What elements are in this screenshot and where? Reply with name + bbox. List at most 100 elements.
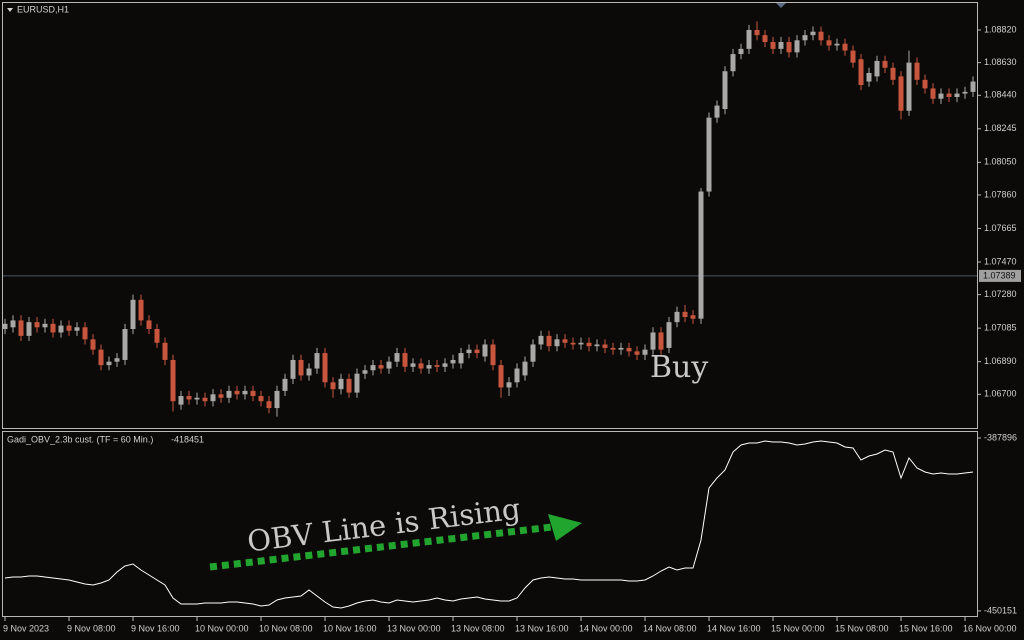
candle-body (946, 93, 952, 98)
candle-body (586, 342, 592, 347)
candle-body (434, 365, 440, 367)
candle-body (466, 349, 472, 354)
price-panel-frame (2, 2, 978, 429)
candle-body (834, 43, 840, 46)
candle-body (458, 353, 464, 364)
indicator-title: Gadi_OBV_2.3b cust. (TF = 60 Min.) (7, 434, 153, 444)
candle-body (66, 325, 72, 331)
period-marker (776, 3, 786, 8)
candle-body (722, 71, 728, 110)
y-tick-label: 1.06890 (984, 356, 1017, 366)
candle-body (970, 81, 976, 92)
candle-body (938, 93, 944, 99)
candle-body (786, 42, 792, 53)
candle-body (330, 382, 336, 390)
candle-body (378, 365, 384, 369)
candle-body (682, 311, 688, 317)
y-tick-label: 1.08630 (984, 57, 1017, 67)
obv-line (4, 440, 974, 609)
candle-body (514, 368, 520, 383)
candle-body (706, 117, 712, 192)
candle-body (522, 361, 528, 376)
candle-body (530, 344, 536, 362)
candle-body (218, 394, 224, 398)
candle-body (666, 322, 672, 348)
candle-body (370, 365, 376, 371)
candle-body (322, 353, 328, 383)
rising-arrow-head (548, 514, 582, 541)
candle-body (794, 40, 800, 53)
candle-body (882, 60, 888, 68)
y-tick-label: 1.07085 (984, 323, 1017, 333)
candle-body (746, 29, 752, 49)
candle-body (690, 315, 696, 319)
candle-body (290, 359, 296, 379)
candle-body (674, 311, 680, 323)
candle-body (282, 378, 288, 391)
y-tick-label: 1.08050 (984, 157, 1017, 167)
candle-body (226, 390, 232, 398)
x-tick-label: 13 Nov 08:00 (451, 623, 505, 633)
x-tick-label: 16 Nov 00:00 (963, 623, 1017, 633)
x-tick-label: 15 Nov 00:00 (771, 623, 825, 633)
candle-body (754, 29, 760, 36)
candle-body (130, 299, 136, 330)
candle-body (2, 323, 8, 330)
candle-body (850, 50, 856, 63)
candle-body (298, 359, 304, 376)
candle-body (642, 349, 648, 355)
candle-body (578, 342, 584, 345)
candle-body (10, 320, 16, 328)
indicator-panel-frame (2, 431, 978, 617)
candle-body (626, 347, 632, 352)
x-tick-label: 9 Nov 16:00 (131, 623, 180, 633)
candle-body (314, 353, 320, 369)
candle-body (914, 62, 920, 80)
candle-body (250, 390, 256, 397)
candle-body (874, 60, 880, 77)
candle-body (266, 401, 272, 409)
candle-body (498, 365, 504, 388)
candle-body (186, 396, 192, 400)
candle-body (114, 358, 120, 362)
candle-body (482, 344, 488, 357)
y-tick-label: 1.06700 (984, 389, 1017, 399)
candle-body (242, 390, 248, 395)
y-tick-label: 1.07280 (984, 289, 1017, 299)
x-tick-label: 14 Nov 08:00 (643, 623, 697, 633)
candle-body (730, 54, 736, 72)
candle-body (74, 327, 80, 331)
candle-body (490, 344, 496, 366)
x-tick-label: 10 Nov 08:00 (259, 623, 313, 633)
candle-body (178, 396, 184, 405)
current-price-box (979, 269, 1021, 282)
candle-body (858, 59, 864, 85)
candle-body (362, 370, 368, 374)
candle-body (442, 363, 448, 367)
candle-body (338, 378, 344, 390)
y-tick-label: 1.07860 (984, 189, 1017, 199)
y-tick-label: 1.08820 (984, 24, 1017, 34)
candle-body (146, 320, 152, 330)
y-tick-label: 1.07665 (984, 223, 1017, 233)
candle-body (258, 396, 264, 402)
y-tick-label: 1.07470 (984, 256, 1017, 266)
candle-body (154, 329, 160, 343)
candle-body (402, 353, 408, 367)
chart-title: EURUSD,H1 (17, 4, 69, 14)
candle-body (138, 299, 144, 321)
candle-body (930, 88, 936, 99)
candle-body (906, 62, 912, 111)
symbol-menu-arrow[interactable] (7, 8, 13, 12)
candle-body (346, 378, 352, 393)
candle-body (962, 91, 968, 94)
candle-body (562, 339, 568, 343)
buy-annotation: Buy (650, 350, 708, 385)
x-tick-label: 15 Nov 16:00 (899, 623, 953, 633)
candle-body (26, 322, 32, 336)
x-tick-label: 15 Nov 08:00 (835, 623, 889, 633)
y-tick-label: -450151 (984, 605, 1017, 615)
candle-body (306, 368, 312, 376)
x-tick-label: 14 Nov 00:00 (579, 623, 633, 633)
candle-body (410, 363, 416, 367)
